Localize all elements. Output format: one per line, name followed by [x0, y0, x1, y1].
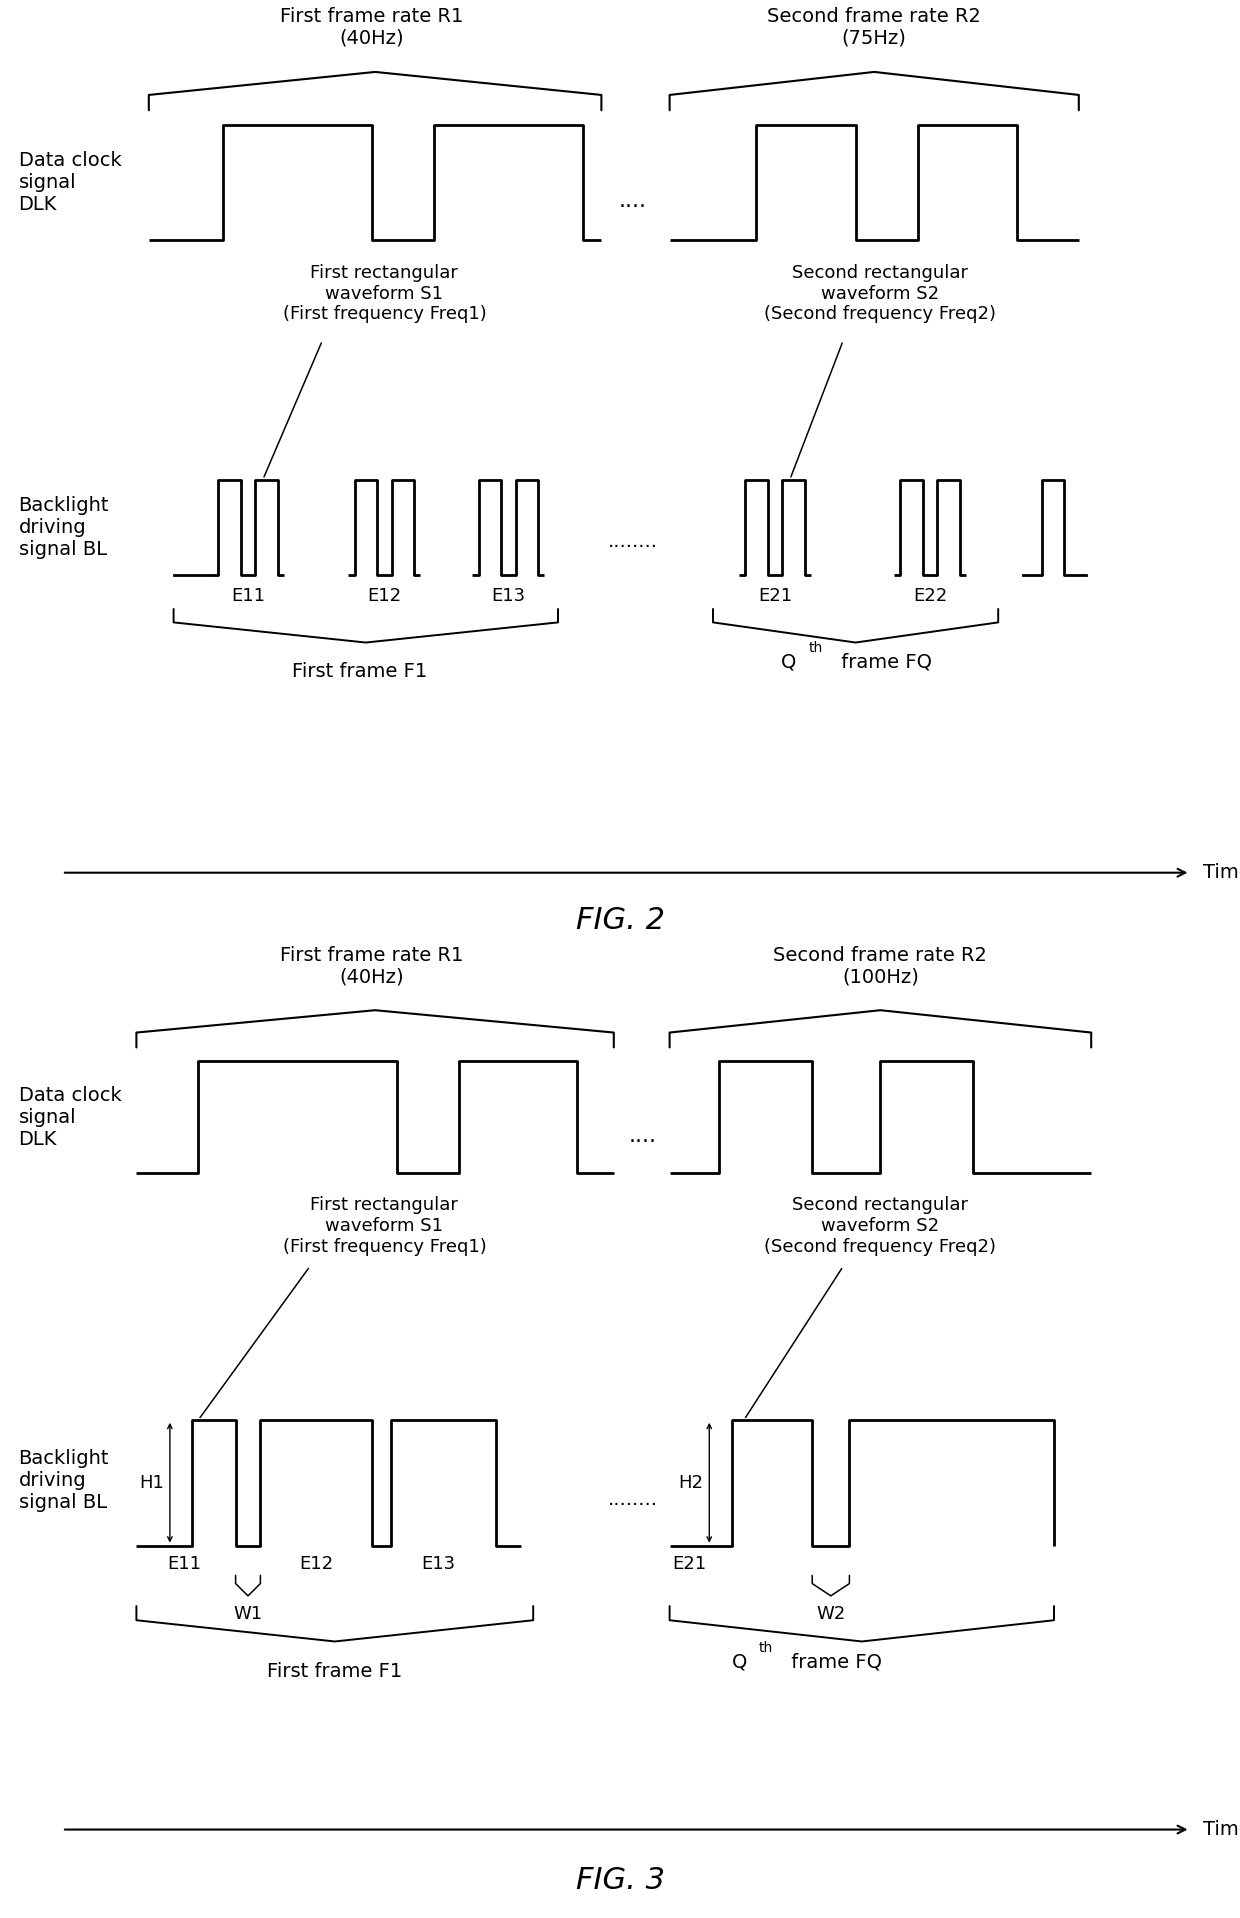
Text: H1: H1: [139, 1473, 164, 1492]
Text: frame FQ: frame FQ: [835, 652, 931, 671]
Text: th: th: [808, 641, 822, 654]
Text: th: th: [759, 1642, 773, 1655]
Text: ........: ........: [608, 1490, 657, 1509]
Text: W1: W1: [233, 1605, 263, 1623]
Text: FIG. 3: FIG. 3: [575, 1866, 665, 1895]
Text: Backlight
driving
signal BL: Backlight driving signal BL: [19, 1448, 109, 1511]
Text: E12: E12: [367, 587, 402, 604]
Text: Second frame rate R2
(75Hz): Second frame rate R2 (75Hz): [768, 8, 981, 48]
Text: E21: E21: [672, 1555, 707, 1573]
Text: Second rectangular
waveform S2
(Second frequency Freq2): Second rectangular waveform S2 (Second f…: [764, 263, 997, 324]
Text: Data clock
signal
DLK: Data clock signal DLK: [19, 1086, 122, 1149]
Text: E11: E11: [231, 587, 265, 604]
Text: ........: ........: [608, 533, 657, 550]
Text: First frame F1: First frame F1: [267, 1663, 403, 1680]
Text: H2: H2: [678, 1473, 703, 1492]
Text: Second rectangular
waveform S2
(Second frequency Freq2): Second rectangular waveform S2 (Second f…: [764, 1197, 997, 1256]
Text: First rectangular
waveform S1
(First frequency Freq1): First rectangular waveform S1 (First fre…: [283, 263, 486, 324]
Text: FIG. 2: FIG. 2: [575, 905, 665, 936]
Text: ....: ....: [629, 1126, 656, 1145]
Text: E11: E11: [167, 1555, 201, 1573]
Text: frame FQ: frame FQ: [785, 1653, 882, 1672]
Text: W2: W2: [816, 1605, 846, 1623]
Text: Second frame rate R2
(100Hz): Second frame rate R2 (100Hz): [774, 946, 987, 988]
Text: First frame F1: First frame F1: [291, 662, 428, 681]
Text: First frame rate R1
(40Hz): First frame rate R1 (40Hz): [280, 8, 464, 48]
Text: Backlight
driving
signal BL: Backlight driving signal BL: [19, 497, 109, 558]
Text: E12: E12: [299, 1555, 334, 1573]
Text: Time: Time: [1203, 1820, 1240, 1839]
Text: E22: E22: [913, 587, 947, 604]
Text: E13: E13: [491, 587, 526, 604]
Text: Data clock
signal
DLK: Data clock signal DLK: [19, 152, 122, 213]
Text: First rectangular
waveform S1
(First frequency Freq1): First rectangular waveform S1 (First fre…: [283, 1197, 486, 1256]
Text: First frame rate R1
(40Hz): First frame rate R1 (40Hz): [280, 946, 464, 988]
Text: E13: E13: [422, 1555, 456, 1573]
Text: Q: Q: [732, 1653, 746, 1672]
Text: Q: Q: [781, 652, 796, 671]
Text: E21: E21: [758, 587, 792, 604]
Text: ....: ....: [619, 192, 646, 211]
Text: Time: Time: [1203, 863, 1240, 882]
